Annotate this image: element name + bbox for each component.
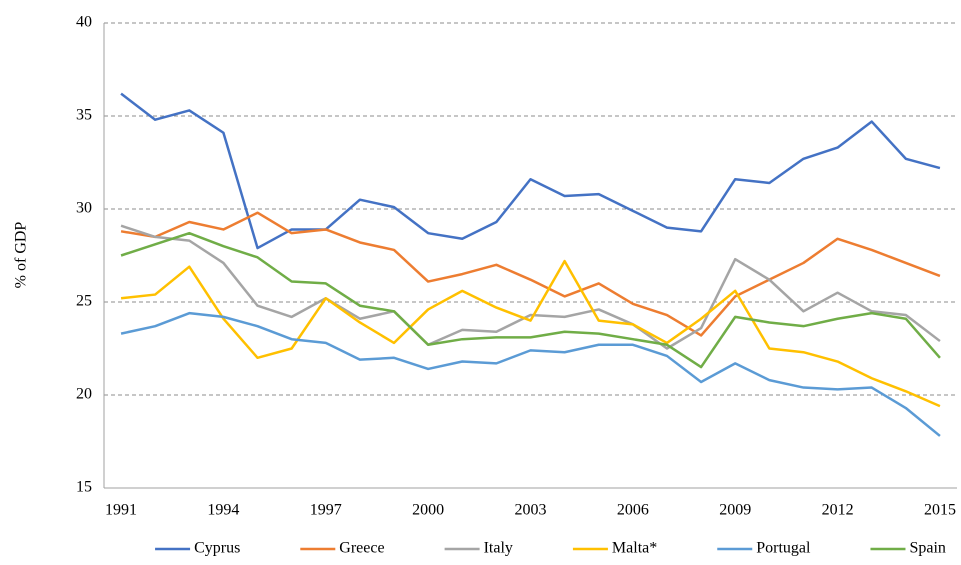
y-tick-label: 20 <box>76 386 92 403</box>
legend-label: Cyprus <box>194 540 240 557</box>
legend-label: Italy <box>484 540 513 557</box>
legend-label: Malta* <box>612 540 657 557</box>
x-tick-label: 1997 <box>310 502 342 519</box>
x-tick-label: 2009 <box>719 502 751 519</box>
y-tick-label: 40 <box>76 14 92 31</box>
series-line <box>120 311 941 437</box>
legend-label: Portugal <box>756 540 811 557</box>
y-tick-label: 25 <box>76 293 92 310</box>
series-line <box>120 211 941 337</box>
x-tick-label: 1994 <box>207 502 239 519</box>
series-line <box>120 259 941 408</box>
series-line <box>120 231 941 369</box>
x-tick-label: 1991 <box>105 502 137 519</box>
legend-label: Spain <box>909 540 945 557</box>
x-tick-label: 2006 <box>617 502 649 519</box>
y-tick-label: 35 <box>76 107 92 124</box>
series-line <box>120 92 941 250</box>
x-tick-label: 2003 <box>515 502 547 519</box>
legend-label: Greece <box>339 540 384 557</box>
y-tick-label: 15 <box>76 479 92 496</box>
y-tick-label: 30 <box>76 200 92 217</box>
x-tick-label: 2015 <box>924 502 956 519</box>
x-tick-label: 2012 <box>822 502 854 519</box>
x-tick-label: 2000 <box>412 502 444 519</box>
y-axis-label: % of GDP <box>13 222 30 289</box>
series-line <box>120 224 941 350</box>
